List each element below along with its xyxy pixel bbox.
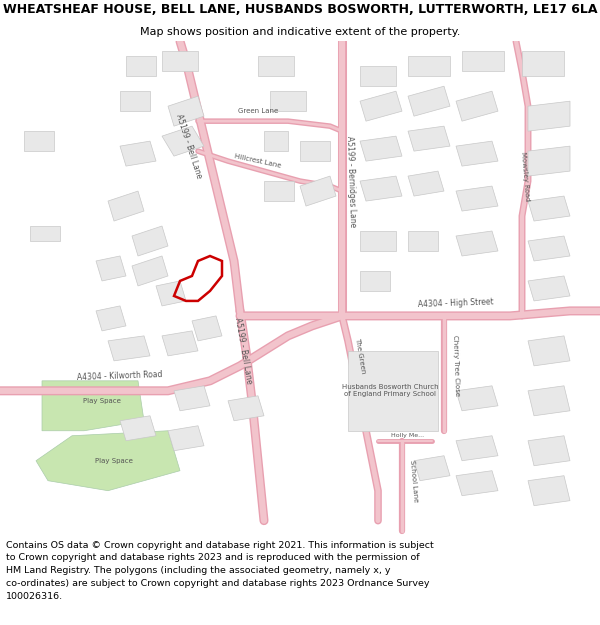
Text: Cherry Tree Close: Cherry Tree Close [452, 335, 460, 396]
Polygon shape [108, 191, 144, 221]
Polygon shape [162, 126, 204, 156]
Polygon shape [528, 236, 570, 261]
Polygon shape [360, 231, 396, 251]
Text: A5199 - Bernidges Lane: A5199 - Bernidges Lane [345, 135, 357, 227]
Text: The Green: The Green [354, 338, 366, 374]
Text: A5199 - Bell Lane: A5199 - Bell Lane [233, 317, 253, 385]
Polygon shape [258, 56, 294, 76]
Polygon shape [132, 226, 168, 256]
Polygon shape [24, 131, 54, 151]
Polygon shape [408, 56, 450, 76]
Text: School Lane: School Lane [409, 459, 419, 502]
Polygon shape [528, 476, 570, 506]
Polygon shape [528, 436, 570, 466]
Polygon shape [408, 126, 450, 151]
Text: A5199 - Bell Lane: A5199 - Bell Lane [175, 112, 203, 179]
Polygon shape [360, 136, 402, 161]
Text: WHEATSHEAF HOUSE, BELL LANE, HUSBANDS BOSWORTH, LUTTERWORTH, LE17 6LA: WHEATSHEAF HOUSE, BELL LANE, HUSBANDS BO… [3, 2, 597, 16]
Polygon shape [528, 276, 570, 301]
Polygon shape [360, 176, 402, 201]
Polygon shape [360, 91, 402, 121]
Polygon shape [408, 171, 444, 196]
Polygon shape [456, 141, 498, 166]
Polygon shape [120, 141, 156, 166]
Polygon shape [108, 336, 150, 361]
Polygon shape [132, 256, 168, 286]
Polygon shape [300, 141, 330, 161]
Polygon shape [264, 181, 294, 201]
Polygon shape [96, 256, 126, 281]
Polygon shape [156, 281, 186, 306]
Polygon shape [360, 271, 390, 291]
Text: Play Space: Play Space [83, 398, 121, 404]
Polygon shape [168, 96, 204, 126]
Polygon shape [168, 426, 204, 451]
Polygon shape [456, 386, 498, 411]
Text: Play Space: Play Space [95, 458, 133, 464]
Polygon shape [360, 66, 396, 86]
Polygon shape [192, 316, 222, 341]
Polygon shape [300, 176, 336, 206]
Text: Husbands Bosworth Church
of England Primary School: Husbands Bosworth Church of England Prim… [341, 384, 439, 398]
Polygon shape [174, 386, 210, 411]
Polygon shape [414, 456, 450, 481]
Polygon shape [456, 471, 498, 496]
Polygon shape [270, 91, 306, 111]
Polygon shape [30, 226, 60, 241]
Polygon shape [36, 431, 180, 491]
Polygon shape [96, 306, 126, 331]
Polygon shape [528, 386, 570, 416]
Text: Holly Me...: Holly Me... [391, 433, 425, 438]
Polygon shape [408, 86, 450, 116]
Polygon shape [120, 91, 150, 111]
Polygon shape [462, 51, 504, 71]
Text: A4304 - High Street: A4304 - High Street [418, 298, 494, 309]
Polygon shape [528, 146, 570, 176]
Polygon shape [264, 131, 288, 151]
Polygon shape [528, 101, 570, 131]
Text: Green Lane: Green Lane [238, 108, 278, 114]
Polygon shape [228, 396, 264, 421]
Text: Hillcrest Lane: Hillcrest Lane [234, 153, 282, 169]
Polygon shape [348, 351, 438, 431]
Polygon shape [528, 336, 570, 366]
Text: Map shows position and indicative extent of the property.: Map shows position and indicative extent… [140, 27, 460, 37]
Text: Mowsley Road: Mowsley Road [520, 151, 530, 201]
Polygon shape [162, 51, 198, 71]
Polygon shape [42, 381, 144, 431]
Polygon shape [456, 91, 498, 121]
Text: Contains OS data © Crown copyright and database right 2021. This information is : Contains OS data © Crown copyright and d… [6, 541, 434, 601]
Polygon shape [522, 51, 564, 76]
Polygon shape [528, 196, 570, 221]
Polygon shape [120, 416, 156, 441]
Polygon shape [126, 56, 156, 76]
Polygon shape [408, 231, 438, 251]
Polygon shape [456, 186, 498, 211]
Polygon shape [456, 436, 498, 461]
Polygon shape [162, 331, 198, 356]
Text: A4304 - Kilworth Road: A4304 - Kilworth Road [77, 370, 163, 382]
Polygon shape [456, 231, 498, 256]
